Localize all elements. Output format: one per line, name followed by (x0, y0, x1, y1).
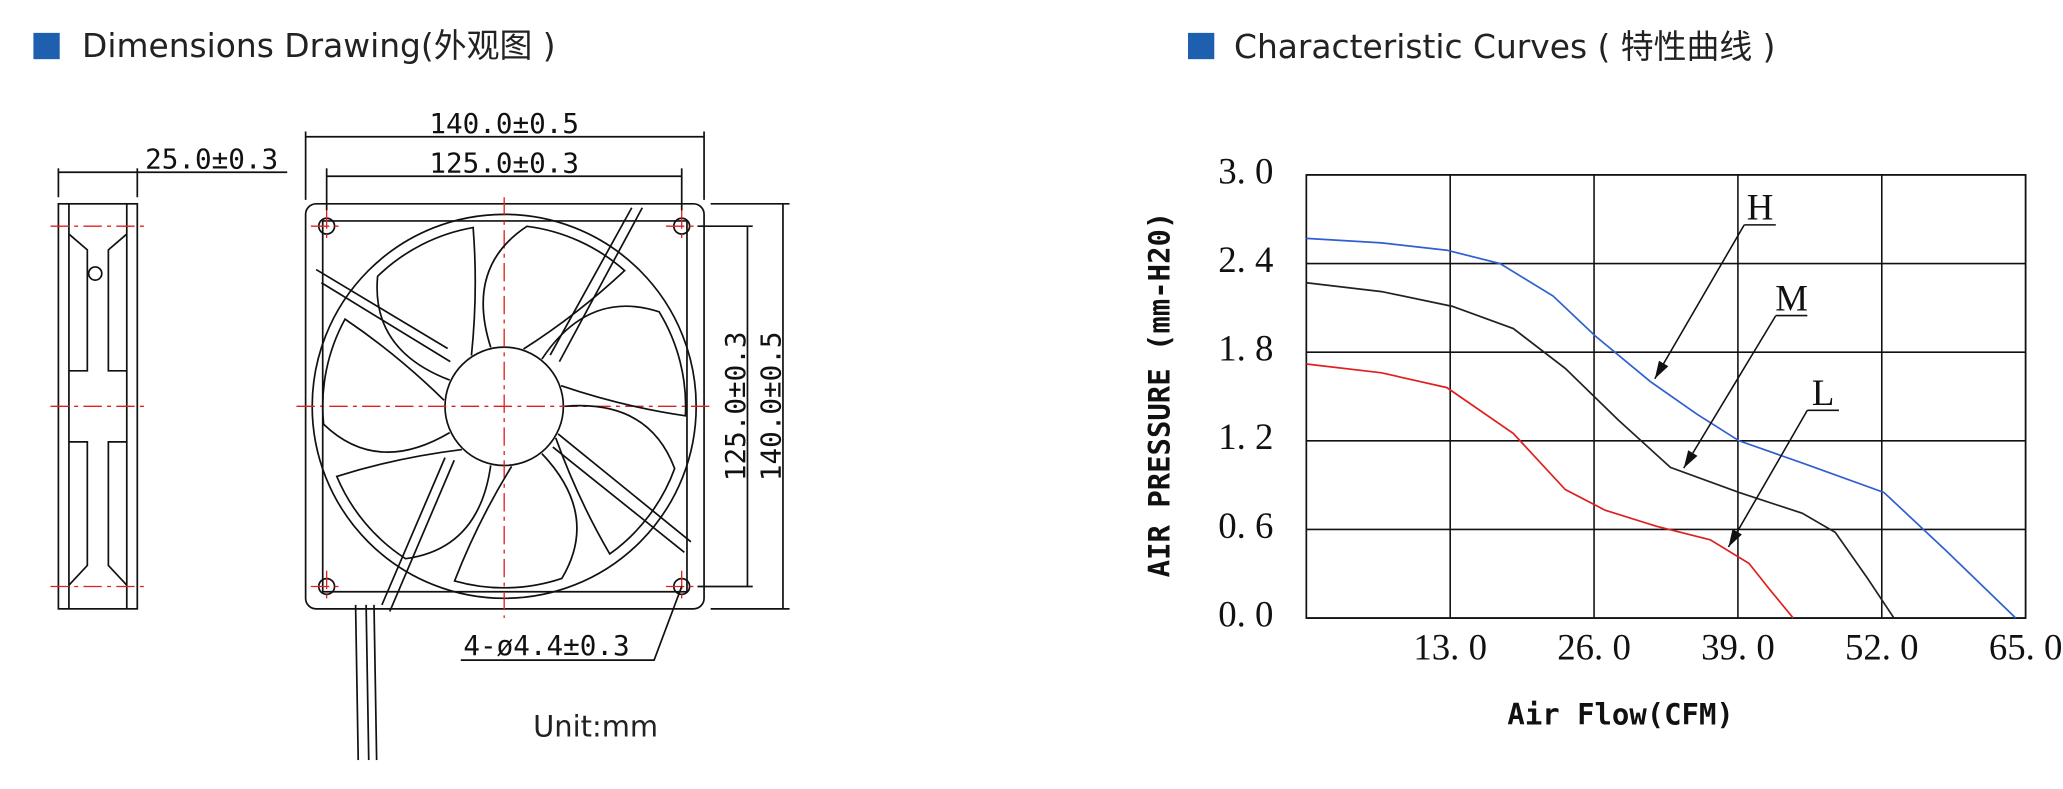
fan-blade (453, 453, 578, 589)
arrow-head (1683, 450, 1698, 469)
fan-blade (554, 404, 676, 556)
dimension-label: 25.0±0.3 (145, 142, 278, 175)
side-view (50, 168, 288, 610)
curve-label: M (1775, 277, 1808, 318)
x-tick-label: 65. 0 (1989, 626, 2063, 667)
y-tick-label: 3. 0 (1218, 150, 1273, 191)
x-tick-label: 39. 0 (1701, 626, 1775, 667)
curve (1306, 281, 1895, 619)
curve (1306, 237, 2017, 619)
x-tick-label: 26. 0 (1557, 626, 1631, 667)
annotation-arrow (1683, 315, 1777, 469)
chart: 0. 0 0. 6 1. 2 1. 8 2. 4 3. 0 13. 0 26. 0 39. 0 5… (1218, 150, 2062, 667)
dimension-label: 140.0±0.5 (429, 107, 579, 140)
y-tick-label: 0. 0 (1218, 594, 1273, 635)
header-marker (33, 32, 60, 60)
curve-label: L (1812, 372, 1834, 413)
curve (1306, 363, 1794, 619)
fan-blade (376, 226, 477, 381)
x-tick-label: 13. 0 (1413, 626, 1487, 667)
x-axis-label: Air Flow(CFM) (1507, 698, 1733, 732)
annotation-arrow (1727, 409, 1809, 548)
y-axis-label: AIR PRESSURE (mm-H20) (1143, 212, 1177, 578)
x-tick-label: 52. 0 (1845, 626, 1919, 667)
dimension-label: 125.0±0.3 (719, 332, 752, 482)
fan-blade (321, 317, 451, 454)
y-tick-label: 0. 6 (1218, 505, 1273, 546)
y-tick-label: 1. 2 (1218, 416, 1273, 457)
fan-blade (335, 448, 492, 560)
dimension-label: 140.0±0.5 (754, 332, 787, 482)
section-title: Dimensions Drawing(外观图 ) (82, 26, 556, 65)
arrow-head (1654, 360, 1669, 379)
y-tick-label: 2. 4 (1218, 239, 1273, 280)
y-tick-label: 1. 8 (1218, 328, 1273, 369)
dimension-label: 125.0±0.3 (429, 146, 579, 179)
plot-frame (1305, 174, 2027, 619)
annotation-arrow (1654, 224, 1745, 380)
header-marker (1187, 32, 1215, 60)
unit-label: Unit:mm (533, 710, 658, 744)
curve-label: H (1747, 187, 1774, 228)
fan-blade (541, 305, 687, 417)
dimension-label: 4-ø4.4±0.3 (463, 629, 629, 662)
arrow-head (1728, 529, 1742, 548)
fan-blade (482, 225, 626, 350)
front-view (296, 131, 790, 761)
section-title: Characteristic Curves ( 特性曲线 ) (1234, 27, 1775, 66)
